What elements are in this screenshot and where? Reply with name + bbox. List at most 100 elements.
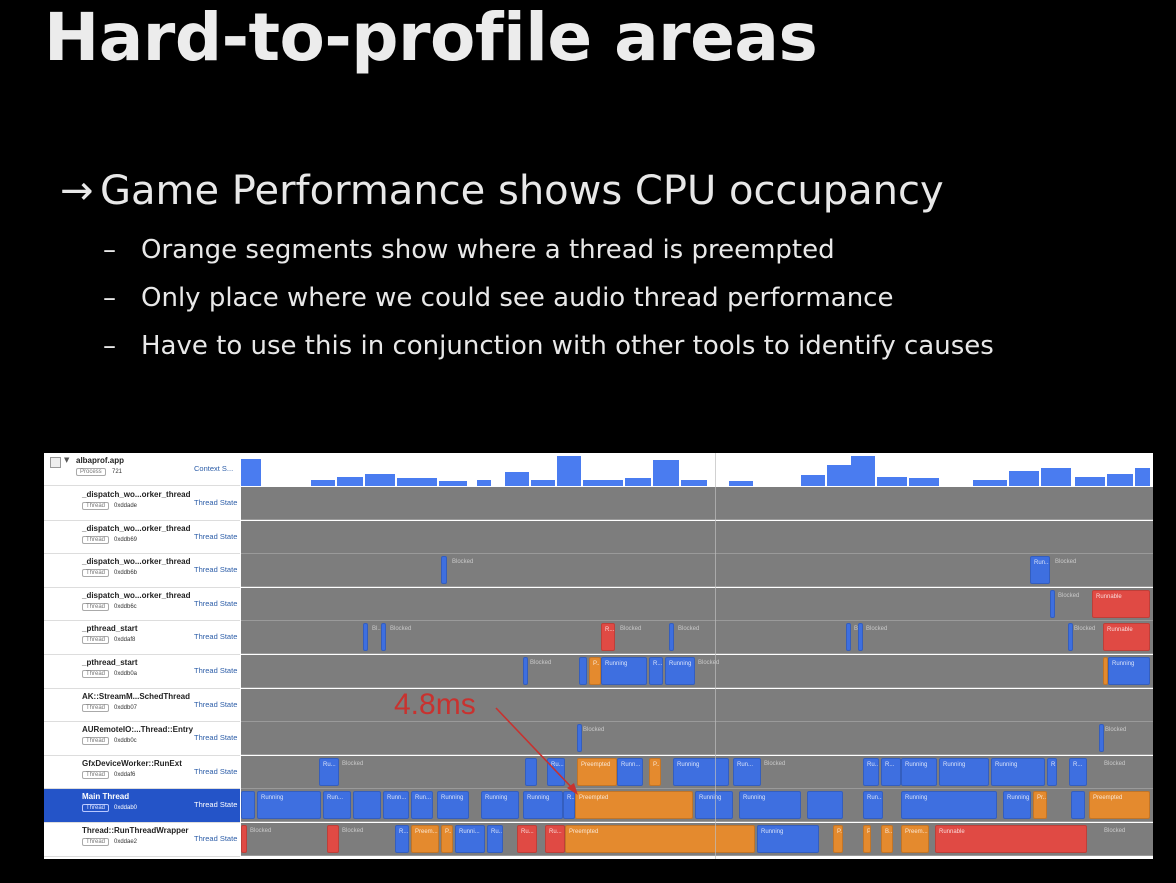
- state-segment-blocked[interactable]: Blocked: [620, 626, 642, 633]
- thread-state-track[interactable]: Blocked Blocked R... Preem... P... Runni... Ru…: [241, 823, 1153, 856]
- thread-state-track[interactable]: Blocked Runnable: [241, 587, 1153, 621]
- state-segment-running[interactable]: Running: [1108, 657, 1150, 685]
- state-segment-running[interactable]: Running: [437, 791, 469, 820]
- thread-label[interactable]: _pthread_start Thread 0xddaf8 Thread State: [44, 621, 240, 655]
- state-segment-running[interactable]: Running: [991, 757, 1045, 786]
- state-segment-running[interactable]: [441, 556, 447, 585]
- state-segment-preempted[interactable]: P...: [863, 825, 871, 853]
- state-segment-preempted[interactable]: Preem...: [411, 825, 439, 853]
- state-segment-blocked[interactable]: Blocked: [1104, 828, 1126, 834]
- thread-label[interactable]: GfxDeviceWorker::RunExt Thread 0xddaf6 Thre…: [44, 755, 240, 790]
- state-segment-blocked[interactable]: Blocked: [583, 727, 605, 734]
- state-segment-running[interactable]: R...: [881, 757, 901, 786]
- state-segment-blocked[interactable]: Bl...: [372, 626, 383, 633]
- thread-row[interactable]: AURemoteIO:...Thread::Entry Thread 0xddb0c…: [44, 722, 1153, 756]
- state-segment-running[interactable]: Ru...: [319, 757, 339, 786]
- state-segment-runnable[interactable]: Ru...: [545, 825, 565, 853]
- state-segment-blocked[interactable]: Blocked: [678, 626, 700, 633]
- state-segment-preempted[interactable]: P...: [589, 657, 601, 685]
- state-segment-runnable[interactable]: [241, 825, 247, 853]
- state-segment-blocked[interactable]: Blocked: [698, 660, 720, 666]
- state-segment-running[interactable]: Running: [523, 791, 563, 820]
- state-segment-preempted[interactable]: Preem...: [901, 825, 929, 853]
- state-segment-preempted[interactable]: P...: [649, 757, 661, 786]
- thread-label[interactable]: AK::StreamM...SchedThread Thread 0xddb07 Th…: [44, 688, 240, 723]
- state-segment-blocked[interactable]: Blocked: [1104, 760, 1126, 767]
- thread-row[interactable]: _dispatch_wo...orker_thread Thread 0xddb69…: [44, 520, 1153, 555]
- state-segment-blocked[interactable]: Blocked: [250, 828, 272, 834]
- state-segment-running[interactable]: [381, 623, 386, 652]
- state-segment-running[interactable]: Runni...: [455, 825, 485, 853]
- disclosure-triangle-icon[interactable]: ▼: [64, 456, 70, 464]
- thread-row[interactable]: _pthread_start Thread 0xddaf8 Thread State B…: [44, 621, 1153, 655]
- state-segment-running[interactable]: [577, 724, 582, 753]
- state-segment-running[interactable]: [858, 623, 863, 652]
- state-segment-running[interactable]: [363, 623, 368, 652]
- state-segment-running[interactable]: Run...: [411, 791, 433, 820]
- thread-state-track[interactable]: [241, 487, 1153, 520]
- state-segment-runnable[interactable]: R...: [601, 623, 615, 652]
- state-segment-runnable[interactable]: Runnable: [1103, 623, 1150, 652]
- state-segment-running[interactable]: Running: [673, 757, 729, 786]
- thread-state-track[interactable]: [241, 688, 1153, 722]
- state-segment-preempted[interactable]: Preempted: [565, 825, 755, 853]
- state-segment-running[interactable]: Running: [481, 791, 519, 820]
- state-segment-running[interactable]: Runn...: [617, 757, 643, 786]
- state-segment-blocked[interactable]: B...: [851, 623, 861, 651]
- thread-label[interactable]: _pthread_start Thread 0xddb0a Thread State: [44, 655, 240, 689]
- state-segment-preempted[interactable]: P...: [441, 825, 453, 853]
- thread-state-track[interactable]: Blocked Blocked: [241, 722, 1153, 756]
- state-segment-running[interactable]: Running: [939, 757, 989, 786]
- state-segment-preempted[interactable]: P...: [833, 825, 843, 853]
- state-segment-running[interactable]: [353, 791, 381, 820]
- state-segment-preempted[interactable]: Preempted: [575, 791, 693, 820]
- state-segment-running[interactable]: [1050, 589, 1055, 618]
- state-segment-preempted[interactable]: Preempted: [1089, 791, 1150, 820]
- thread-row[interactable]: _dispatch_wo...orker_thread Thread 0xddade…: [44, 487, 1153, 521]
- state-segment-preempted[interactable]: [1103, 657, 1108, 685]
- state-segment-running[interactable]: R...: [1069, 757, 1087, 786]
- state-segment-running[interactable]: [669, 623, 674, 652]
- state-segment-blocked[interactable]: Blocked: [530, 660, 552, 666]
- state-segment-blocked[interactable]: Blocked: [452, 559, 474, 566]
- state-segment-running[interactable]: Running: [257, 791, 321, 820]
- thread-state-track[interactable]: Bl... Blocked R... Blocked Blocked B... Blocke…: [241, 621, 1153, 655]
- thread-state-track[interactable]: BlockedP...P...RunningR...RunningBlocked…: [241, 655, 1153, 688]
- state-segment-running[interactable]: [1071, 791, 1085, 820]
- thread-label[interactable]: _dispatch_wo...orker_thread Thread 0xddb6c…: [44, 587, 240, 622]
- state-segment-runnable[interactable]: Ru...: [517, 825, 537, 853]
- state-segment-running[interactable]: Run...: [323, 791, 351, 820]
- state-segment-running[interactable]: Run...: [733, 757, 761, 786]
- state-segment-running[interactable]: [523, 657, 528, 685]
- context-switch-histogram[interactable]: [241, 453, 1153, 486]
- thread-label[interactable]: Thread::RunThreadWrapper Thread 0xddae2 Thr…: [44, 823, 240, 857]
- state-segment-running[interactable]: Run...: [863, 791, 883, 820]
- thread-label[interactable]: _dispatch_wo...orker_thread Thread 0xddade…: [44, 487, 240, 521]
- thread-row[interactable]: Main Thread Thread 0xddab0 Thread State Runn…: [44, 789, 1153, 823]
- state-segment-running[interactable]: R...: [1047, 757, 1057, 786]
- state-segment-running[interactable]: [579, 657, 587, 685]
- state-segment-running[interactable]: R...: [563, 791, 575, 820]
- state-segment-running[interactable]: R...: [649, 657, 663, 685]
- state-segment-preempted[interactable]: Preempted: [577, 757, 617, 786]
- state-segment-running[interactable]: Running: [695, 791, 733, 820]
- state-segment-runnable[interactable]: [327, 825, 339, 853]
- state-segment-running[interactable]: Running: [901, 757, 937, 786]
- thread-state-track[interactable]: Ru... Blocked Ru... Preempted Runn... P... Run…: [241, 755, 1153, 789]
- state-segment-running[interactable]: [846, 623, 851, 652]
- state-segment-running[interactable]: Ru...: [863, 757, 879, 786]
- state-segment-running[interactable]: Running: [665, 657, 695, 685]
- state-segment-running[interactable]: Runn...: [383, 791, 409, 820]
- state-segment-blocked[interactable]: Blocked: [1074, 626, 1096, 633]
- thread-label[interactable]: AURemoteIO:...Thread::Entry Thread 0xddb0c…: [44, 722, 240, 756]
- process-row[interactable]: ▼ albaprof.app Process 721 Context S...: [44, 453, 1153, 486]
- state-segment-blocked[interactable]: Blocked: [390, 626, 412, 633]
- state-segment-running[interactable]: R...: [395, 825, 409, 853]
- state-segment-running[interactable]: Running: [601, 657, 647, 685]
- state-segment-running[interactable]: Run...: [1030, 556, 1050, 585]
- thread-label[interactable]: _dispatch_wo...orker_thread Thread 0xddb69…: [44, 520, 240, 555]
- state-segment-blocked[interactable]: Blocked: [1105, 727, 1127, 734]
- thread-label[interactable]: Main Thread Thread 0xddab0 Thread State: [44, 789, 240, 823]
- state-segment-running[interactable]: [1099, 724, 1104, 753]
- state-segment-blocked[interactable]: Blocked: [764, 760, 786, 767]
